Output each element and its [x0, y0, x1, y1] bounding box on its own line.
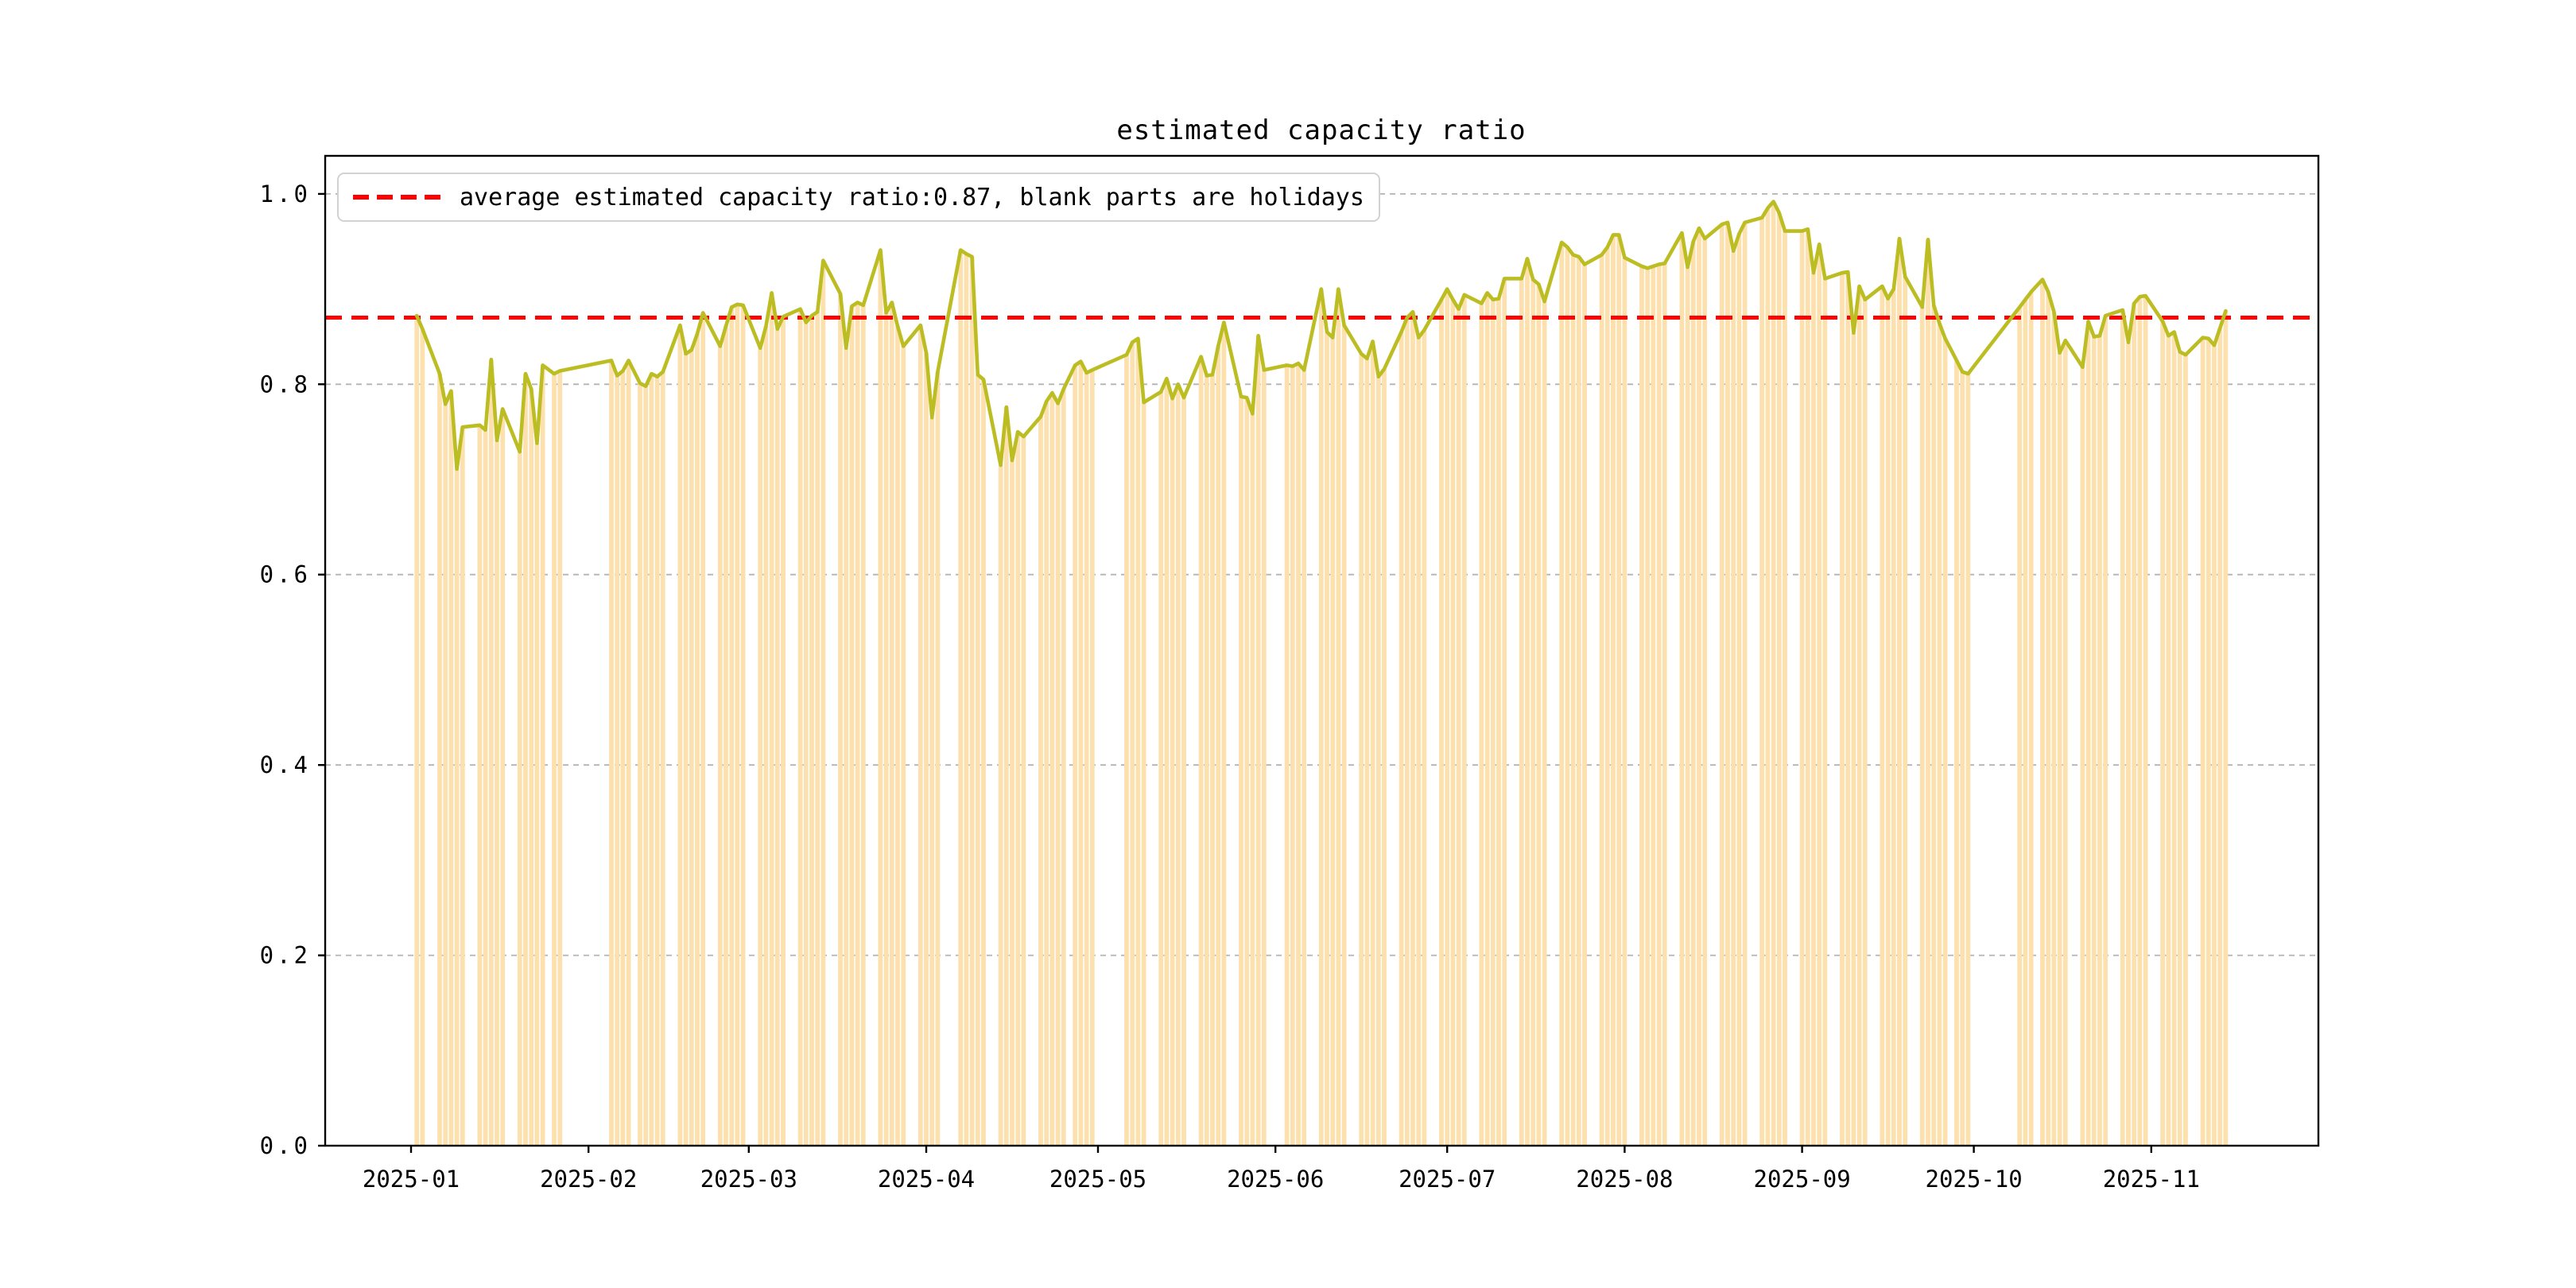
x-tick-label: 2025-02	[540, 1166, 637, 1193]
x-tick-label: 2025-05	[1049, 1166, 1146, 1193]
y-tick-label: 0.4	[260, 751, 311, 778]
axes-spines	[324, 154, 2320, 1147]
y-tick-label: 0.0	[260, 1132, 311, 1159]
x-tick-label: 2025-03	[700, 1166, 797, 1193]
capacity-bars	[414, 201, 2229, 1146]
y-tick-label: 0.6	[260, 561, 311, 588]
x-tick-label: 2025-08	[1576, 1166, 1673, 1193]
y-tick-label: 0.2	[260, 942, 311, 969]
x-tick-label: 2025-09	[1753, 1166, 1850, 1193]
legend: average estimated capacity ratio:0.87, b…	[337, 173, 1380, 222]
capacity-line	[414, 200, 2228, 471]
x-tick-label: 2025-10	[1925, 1166, 2022, 1193]
y-tick-label: 0.8	[260, 370, 311, 398]
x-tick-label: 2025-06	[1227, 1166, 1324, 1193]
x-tick-label: 2025-04	[878, 1166, 975, 1193]
legend-label: average estimated capacity ratio:0.87, b…	[460, 183, 1364, 211]
x-tick-label: 2025-07	[1399, 1166, 1496, 1193]
x-tick-label: 2025-11	[2103, 1166, 2200, 1193]
x-tick-label: 2025-01	[363, 1166, 460, 1193]
y-tick-label: 1.0	[260, 180, 311, 208]
page-title: estimated capacity ratio	[1116, 114, 1527, 146]
legend-dash-sample-icon	[353, 195, 442, 200]
